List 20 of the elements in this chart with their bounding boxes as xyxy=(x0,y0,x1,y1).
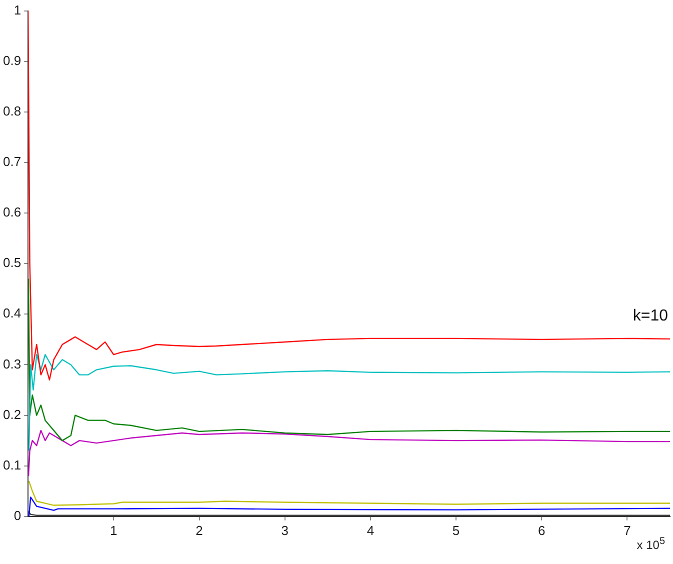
x-tick-label: 7 xyxy=(624,522,631,538)
y-tick-label: 0.3 xyxy=(2,356,22,372)
y-tick-label: 0.7 xyxy=(2,154,22,170)
x-axis-title: x 10$^{5}$ xyxy=(636,536,665,552)
y-tick-label: 0.9 xyxy=(2,52,22,68)
x-tick-label: 5 xyxy=(452,522,460,538)
x-tick-label: 6 xyxy=(538,522,546,538)
x-tick-label: 3 xyxy=(281,522,288,538)
y-tick-label: 0 xyxy=(14,508,22,523)
annotation: k=10 xyxy=(632,308,668,325)
x-tick-label: 4 xyxy=(366,522,374,538)
x-tick-label: 1 xyxy=(110,522,118,538)
y-tick-label: 0.5 xyxy=(2,255,22,270)
y-tick-label: 0.1 xyxy=(2,457,22,472)
y-tick-label: 0.6 xyxy=(2,204,22,220)
y-tick-label: 0.4 xyxy=(2,306,22,321)
y-tick-label: 0.8 xyxy=(2,104,22,118)
x-tick-label: 2 xyxy=(196,522,203,538)
y-tick-label: 0.2 xyxy=(2,406,22,422)
y-tick-label: 1 xyxy=(14,2,22,18)
